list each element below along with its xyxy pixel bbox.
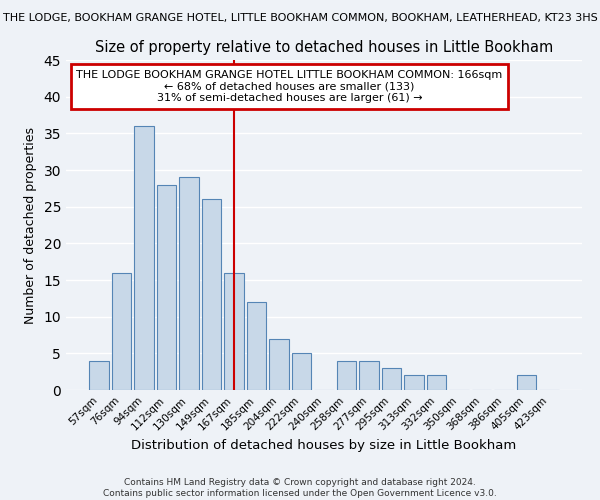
- Bar: [202, 200, 221, 390]
- Bar: [292, 354, 311, 390]
- Bar: [179, 178, 199, 390]
- Title: Size of property relative to detached houses in Little Bookham: Size of property relative to detached ho…: [95, 40, 553, 54]
- Y-axis label: Number of detached properties: Number of detached properties: [23, 126, 37, 324]
- Bar: [382, 368, 401, 390]
- Text: THE LODGE, BOOKHAM GRANGE HOTEL, LITTLE BOOKHAM COMMON, BOOKHAM, LEATHERHEAD, KT: THE LODGE, BOOKHAM GRANGE HOTEL, LITTLE …: [2, 12, 598, 22]
- Text: Contains HM Land Registry data © Crown copyright and database right 2024.
Contai: Contains HM Land Registry data © Crown c…: [103, 478, 497, 498]
- Bar: [337, 360, 356, 390]
- Bar: [427, 376, 446, 390]
- Text: THE LODGE BOOKHAM GRANGE HOTEL LITTLE BOOKHAM COMMON: 166sqm
← 68% of detached h: THE LODGE BOOKHAM GRANGE HOTEL LITTLE BO…: [76, 70, 503, 103]
- Bar: [224, 272, 244, 390]
- Bar: [269, 338, 289, 390]
- Bar: [404, 376, 424, 390]
- Bar: [89, 360, 109, 390]
- Bar: [359, 360, 379, 390]
- Bar: [112, 272, 131, 390]
- Bar: [157, 184, 176, 390]
- X-axis label: Distribution of detached houses by size in Little Bookham: Distribution of detached houses by size …: [131, 438, 517, 452]
- Bar: [134, 126, 154, 390]
- Bar: [517, 376, 536, 390]
- Bar: [247, 302, 266, 390]
